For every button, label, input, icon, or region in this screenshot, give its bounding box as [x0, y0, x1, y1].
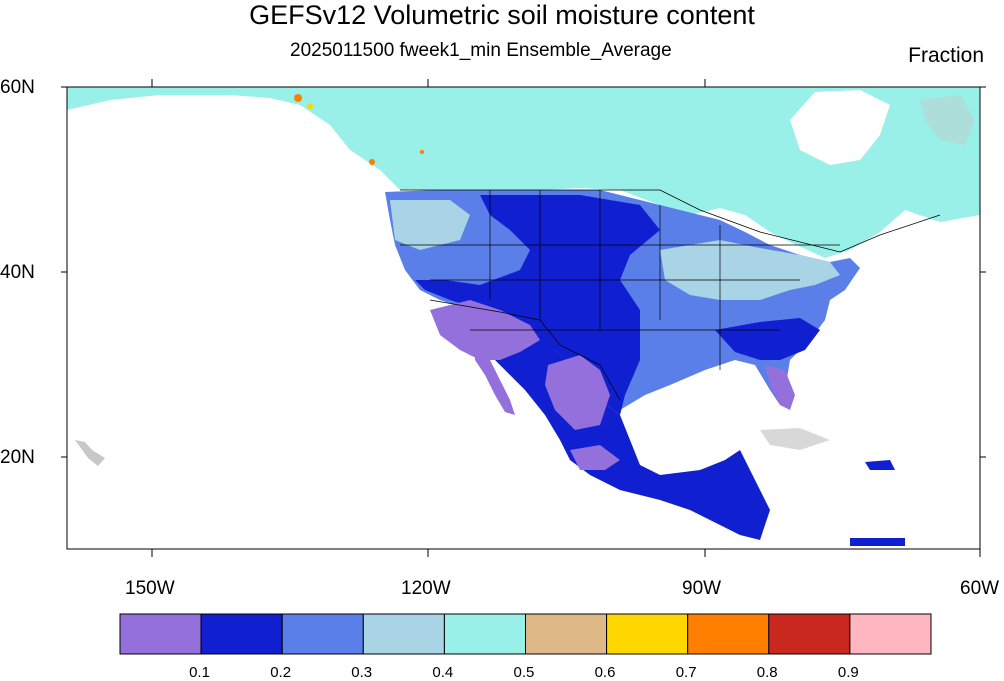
- colorbar-label: 0.8: [756, 664, 778, 681]
- caribbean-cuba: [760, 428, 830, 450]
- map-frame: [66, 86, 981, 550]
- hotspot-alaska: [294, 94, 302, 102]
- colorbar-label: 0.9: [837, 664, 859, 681]
- colorbar-swatch: [200, 613, 283, 655]
- colorbar-swatch: [849, 613, 932, 655]
- colorbar-label: 0.2: [270, 664, 292, 681]
- caribbean-hispaniola: [865, 460, 895, 470]
- colorbar: [119, 613, 932, 655]
- hotspot-bc-2: [420, 150, 424, 154]
- state-lines-h: [400, 244, 840, 331]
- colorbar-swatch: [119, 613, 202, 655]
- region-canada: [67, 87, 980, 258]
- colorbar-label: 0.1: [189, 664, 210, 681]
- lon-label-120w: 120W: [401, 578, 451, 599]
- south-america-strip: [850, 538, 905, 546]
- colorbar-swatch: [687, 613, 770, 655]
- region-mexico-purple-south: [570, 445, 620, 470]
- us-mexico-border: [429, 299, 621, 401]
- hotspot-alaska-2: [307, 103, 313, 109]
- region-florida: [765, 365, 795, 410]
- colorbar-label: 0.5: [513, 664, 535, 681]
- us-canada-border: [400, 189, 941, 253]
- map-subtitle: 2025011500 fweek1_min Ensemble_Average: [290, 40, 672, 61]
- region-baja: [475, 345, 515, 415]
- lat-label-20n: 20N: [0, 447, 35, 468]
- lat-label-60n: 60N: [0, 77, 35, 98]
- hawaii: [75, 440, 105, 466]
- colorbar-label: 0.7: [675, 664, 697, 681]
- colorbar-label: 0.3: [351, 664, 373, 681]
- colorbar-swatch: [525, 613, 608, 655]
- units-label: Fraction: [908, 44, 984, 67]
- lon-label-150w: 150W: [125, 578, 175, 599]
- lon-label-90w: 90W: [682, 578, 722, 599]
- colorbar-swatch: [768, 613, 851, 655]
- colorbar-swatch: [443, 613, 526, 655]
- colorbar-label: 0.4: [432, 664, 454, 681]
- missing-patch-ne: [920, 95, 975, 145]
- colorbar-label: 0.6: [594, 664, 616, 681]
- region-mexico-purple: [545, 355, 610, 430]
- lon-label-60w: 60W: [960, 578, 1000, 599]
- axis-ticks: [61, 79, 986, 557]
- colorbar-swatch: [281, 613, 364, 655]
- region-mexico: [465, 310, 770, 540]
- borders: [400, 189, 941, 401]
- region-northwest-light: [390, 200, 470, 250]
- colorbar-swatch: [606, 613, 689, 655]
- lat-label-40n: 40N: [0, 262, 35, 283]
- hotspot-bc: [369, 159, 375, 165]
- map-title: GEFSv12 Volumetric soil moisture content: [249, 0, 755, 30]
- colorbar-swatch: [362, 613, 445, 655]
- hudson-bay: [790, 90, 890, 165]
- region-southeast-dark: [715, 318, 820, 360]
- region-dark-core: [415, 195, 660, 415]
- region-midwest-light: [660, 240, 840, 300]
